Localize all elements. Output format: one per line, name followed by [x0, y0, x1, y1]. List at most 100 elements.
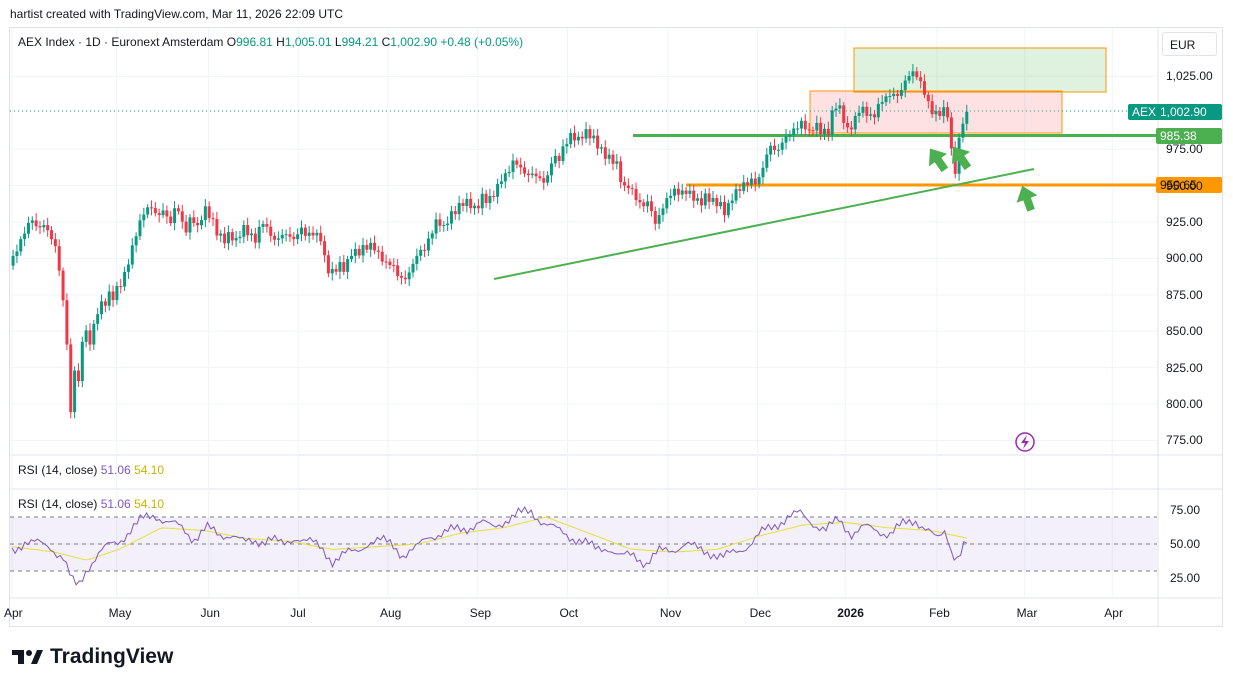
candle-up [742, 182, 746, 191]
candle-down [738, 189, 742, 191]
candle-up [815, 122, 819, 131]
candle-down [223, 233, 227, 244]
change-value: +0.48 (+0.05%) [440, 35, 524, 49]
price-tick-label: 1,025.00 [1166, 69, 1213, 84]
green-level-tag: 985.38 [1156, 128, 1222, 144]
candle-down [153, 208, 157, 214]
candle-up [480, 193, 484, 209]
candle-up [496, 183, 500, 197]
candle-down [388, 261, 392, 266]
candle-up [661, 208, 665, 216]
candle-down [573, 132, 577, 141]
candle-down [38, 226, 42, 228]
lightning-icon [1015, 432, 1035, 452]
candle-down [469, 198, 473, 209]
candle-up [592, 135, 596, 139]
candle-down [619, 161, 623, 183]
candle-up [92, 323, 96, 345]
price-tick-label: 925.00 [1166, 215, 1203, 230]
candle-up [42, 225, 46, 228]
time-tick-label: Dec [749, 606, 771, 620]
candle-up [19, 239, 23, 252]
time-tick-label: Sep [469, 606, 492, 620]
candle-up [899, 90, 903, 96]
rsi-value-2: 51.06 [100, 497, 131, 511]
aex-price-tag: 1,002.90 [1156, 104, 1222, 120]
candle-up [749, 178, 753, 185]
rsi-title: RSI (14, close) [18, 463, 98, 477]
candle-down [399, 275, 403, 278]
candle-up [942, 107, 946, 116]
candle-down [392, 265, 396, 267]
candle-up [73, 370, 77, 413]
candle-down [215, 219, 219, 236]
candle-up [673, 188, 677, 196]
candle-down [207, 206, 211, 219]
time-tick-label: Feb [929, 606, 950, 620]
candle-up [315, 232, 319, 236]
candle-up [465, 198, 469, 206]
price-tick-label: 775.00 [1166, 433, 1203, 448]
rsi-tick-label: 75.00 [1170, 503, 1201, 518]
candle-down [803, 120, 807, 130]
candle-up [107, 291, 111, 306]
symbol-title: AEX Index · 1D · Euronext Amsterdam [18, 35, 224, 49]
candle-up [680, 190, 684, 195]
candle-up [834, 108, 838, 111]
candle-up [780, 142, 784, 150]
candle-up [576, 136, 580, 141]
candle-up [173, 208, 177, 224]
candle-up [234, 237, 238, 241]
time-tick-label: Apr [1104, 606, 1123, 620]
time-tick-label: May [108, 606, 132, 620]
currency-selector[interactable]: EUR [1162, 32, 1217, 56]
candle-down [819, 122, 823, 135]
candle-down [926, 94, 930, 102]
candle-up [776, 149, 780, 151]
candle-up [280, 234, 284, 239]
candle-up [284, 234, 288, 236]
candle-down [692, 190, 696, 201]
candle-down [311, 232, 315, 236]
candle-up [757, 177, 761, 185]
candle-up [726, 203, 730, 216]
candle-up [888, 95, 892, 97]
candle-up [903, 80, 907, 91]
candle-up [799, 120, 803, 129]
candle-down [649, 201, 653, 212]
candle-up [880, 102, 884, 104]
candle-down [150, 207, 154, 209]
candle-down [461, 202, 465, 206]
candle-down [865, 106, 869, 116]
candle-down [842, 105, 846, 123]
candle-up [446, 223, 450, 226]
up-arrow-2 [951, 146, 972, 171]
candle-down [811, 130, 815, 132]
candle-down [376, 250, 380, 252]
candle-up [353, 248, 357, 256]
tradingview-icon [12, 650, 43, 664]
candle-down [273, 235, 277, 240]
rsi-value: 51.06 [100, 463, 131, 477]
trend-line [493, 168, 1035, 280]
candle-up [407, 272, 411, 280]
candle-up [711, 198, 715, 202]
candle-up [761, 167, 765, 178]
candle-down [61, 270, 65, 301]
candle-up [734, 189, 738, 201]
candle-up [361, 245, 365, 256]
candle-down [896, 93, 900, 96]
candle-up [307, 232, 311, 236]
candle-up [569, 132, 573, 145]
time-tick-label: Oct [559, 606, 579, 620]
candle-down [196, 222, 200, 226]
candle-down [192, 217, 196, 223]
candle-up [911, 71, 915, 77]
rsi-tick-label: 50.00 [1170, 537, 1201, 551]
candle-down [438, 219, 442, 226]
candle-up [884, 96, 888, 103]
candle-down [453, 211, 457, 215]
candle-up [599, 147, 603, 149]
candle-up [442, 225, 446, 227]
